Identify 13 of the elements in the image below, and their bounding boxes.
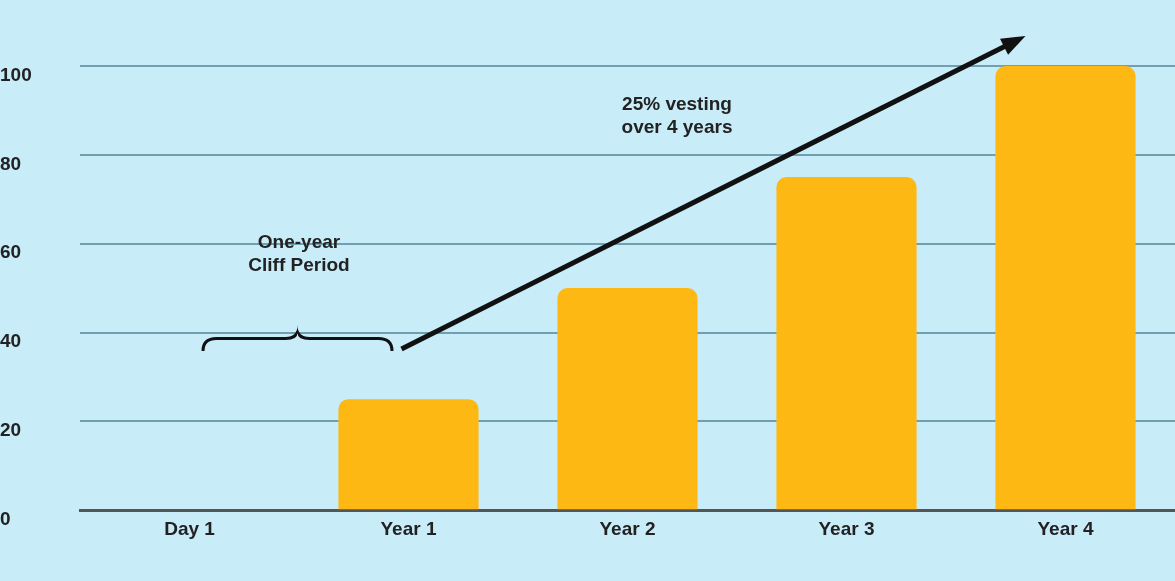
annotation: 25% vesting over 4 years xyxy=(621,93,733,138)
annotation: One-year Cliff Period xyxy=(248,231,350,276)
y-tick-label: 80 xyxy=(0,152,22,174)
y-tick-label: 60 xyxy=(0,241,22,263)
y-tick-label: 0 xyxy=(0,507,11,529)
x-tick-label: Year 2 xyxy=(599,517,656,539)
x-tick-label: Day 1 xyxy=(164,517,216,539)
x-tick-label: Year 3 xyxy=(818,517,875,539)
x-tick-label: Year 4 xyxy=(1037,517,1094,539)
y-tick-label: 40 xyxy=(0,330,22,352)
y-tick-label: 100 xyxy=(0,63,32,85)
y-tick-label: 20 xyxy=(0,419,22,441)
x-tick-label: Year 1 xyxy=(380,517,437,539)
